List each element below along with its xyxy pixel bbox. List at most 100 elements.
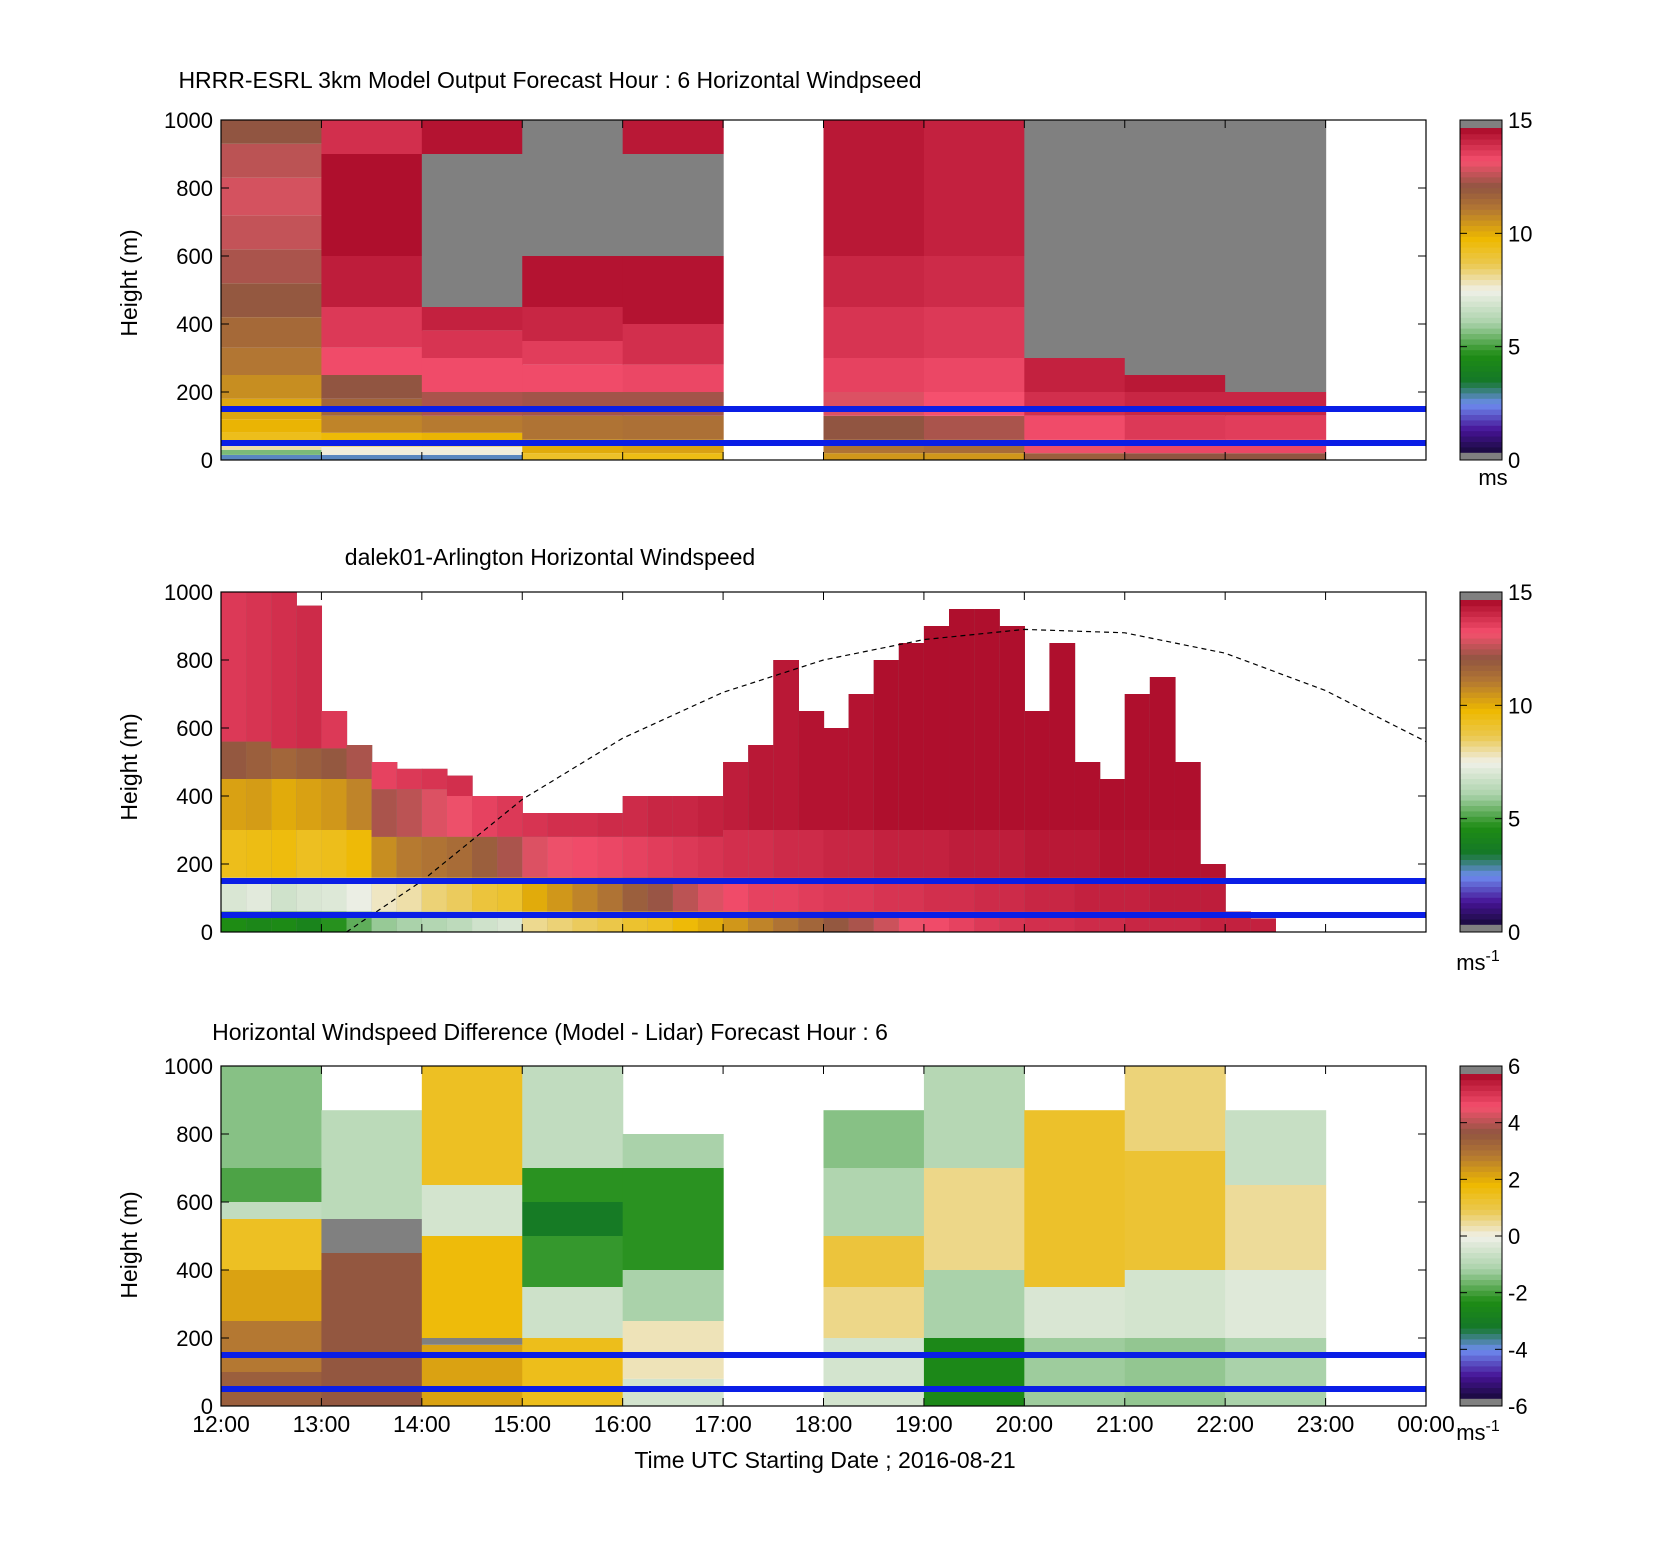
heatmap-cell [622,415,724,440]
heatmap-cell [1225,1338,1327,1406]
heatmap-cell [321,307,423,348]
difference-colorbar: -6 -4 -2 0 2 4 6 [1459,1054,1528,1419]
profile-segment [1124,830,1151,878]
colorbar-step [1460,1290,1502,1297]
heatmap-cell [1124,453,1226,460]
colorbar-step [1460,789,1502,796]
heatmap-cell [923,120,1025,256]
heatmap-cell [221,1202,323,1219]
heatmap-cell [923,415,1025,440]
profile-segment [1250,918,1276,932]
heatmap-cell [522,1287,624,1338]
colorbar-step [1460,128,1502,135]
profile-segment [949,830,975,878]
colorbar-step [1460,268,1502,275]
profile-segment [321,748,348,779]
colorbar-step [1460,381,1502,388]
colorbar-step [1460,187,1502,194]
colorbar-step [1460,778,1502,785]
profile-segment [622,796,649,837]
profile-segment [321,711,348,749]
profile-segment [346,745,373,779]
profile-segment [999,626,1025,830]
profile-segment [1174,830,1201,878]
profile-segment [697,796,724,837]
y-tick-label: 400 [176,312,213,337]
y-tick-label: 0 [201,920,213,945]
profile-segment [823,830,850,878]
profile-segment [672,796,699,837]
colorbar-step [1460,708,1502,715]
heatmap-cell [622,453,724,460]
colorbar-step [1460,214,1502,221]
colorbar-step [1460,1381,1502,1388]
profile-segment [898,643,925,830]
colorbar-step [1460,729,1502,736]
heatmap-cell [1225,392,1327,416]
heatmap-cell [421,446,523,455]
colorbar-step [1460,799,1502,806]
heatmap-cell [923,358,1025,392]
colorbar-step [1460,621,1502,628]
heatmap-cell [321,1110,423,1219]
colorbar-step [1460,1084,1502,1091]
heatmap-cell [421,307,523,331]
colorbar-step [1460,1128,1502,1135]
colorbar-step [1460,756,1502,763]
heatmap-cell [221,249,323,284]
profile-segment [421,836,448,878]
colorbar-step [1460,435,1502,442]
profile-segment [221,830,247,878]
colorbar-step [1460,1306,1502,1313]
heatmap-cell [823,453,925,460]
colorbar-tick-label: -6 [1508,1394,1528,1419]
colorbar-step [1460,414,1502,421]
colorbar-step [1460,160,1502,167]
model-y-axis-label: Height (m) [116,229,142,336]
colorbar-step [1460,1317,1502,1324]
colorbar-step [1460,1257,1502,1264]
colorbar-step [1460,670,1502,677]
colorbar-step [1460,279,1502,286]
colorbar-step [1460,408,1502,415]
heatmap-cell [421,330,523,358]
heatmap-cell [522,256,624,307]
heatmap-cell [923,256,1025,307]
colorbar-step [1460,848,1502,855]
colorbar-step [1460,1268,1502,1275]
y-tick-label: 1000 [164,1054,213,1079]
heatmap-cell [421,1338,523,1345]
difference-heatmap: 0 200 400 600 800 1000 [164,1054,1427,1419]
heatmap-cell [221,375,323,399]
colorbar-step [1460,853,1502,860]
heatmap-cell [221,1219,323,1270]
heatmap-cell [321,256,423,307]
heatmap-cell [1124,1270,1226,1338]
heatmap-cell [1024,1110,1126,1287]
x-tick-labels: 12:00 13:00 14:00 15:00 16:00 17:00 18:00 19:00… [192,1411,1455,1437]
y-tick-label: 600 [176,244,213,269]
model-panel-title: HRRR-ESRL 3km Model Output Forecast Hour… [178,67,921,93]
x-tick-label: 21:00 [1096,1411,1154,1437]
colorbar-step [1460,880,1502,887]
lidar-colorbar: 0 5 10 15 [1459,580,1532,945]
y-tick-label: 400 [176,784,213,809]
x-tick-label: 17:00 [694,1411,752,1437]
y-tick-label: 0 [201,1394,213,1419]
colorbar-step [1460,1101,1502,1108]
colorbar-step [1460,1376,1502,1383]
colorbar-step [1460,149,1502,156]
y-tick-label: 600 [176,716,213,741]
colorbar-step [1460,724,1502,731]
x-tick-label: 20:00 [996,1411,1054,1437]
colorbar-step [1460,327,1502,334]
heatmap-cell [1024,453,1126,460]
profile-segment [949,609,975,830]
colorbar-step [1460,843,1502,850]
heatmap-cell [1225,453,1327,460]
heatmap-cell [622,1134,724,1168]
y-tick-label: 200 [176,852,213,877]
x-tick-label: 13:00 [293,1411,351,1437]
colorbar-step [1460,664,1502,671]
heatmap-cell [923,453,1025,460]
